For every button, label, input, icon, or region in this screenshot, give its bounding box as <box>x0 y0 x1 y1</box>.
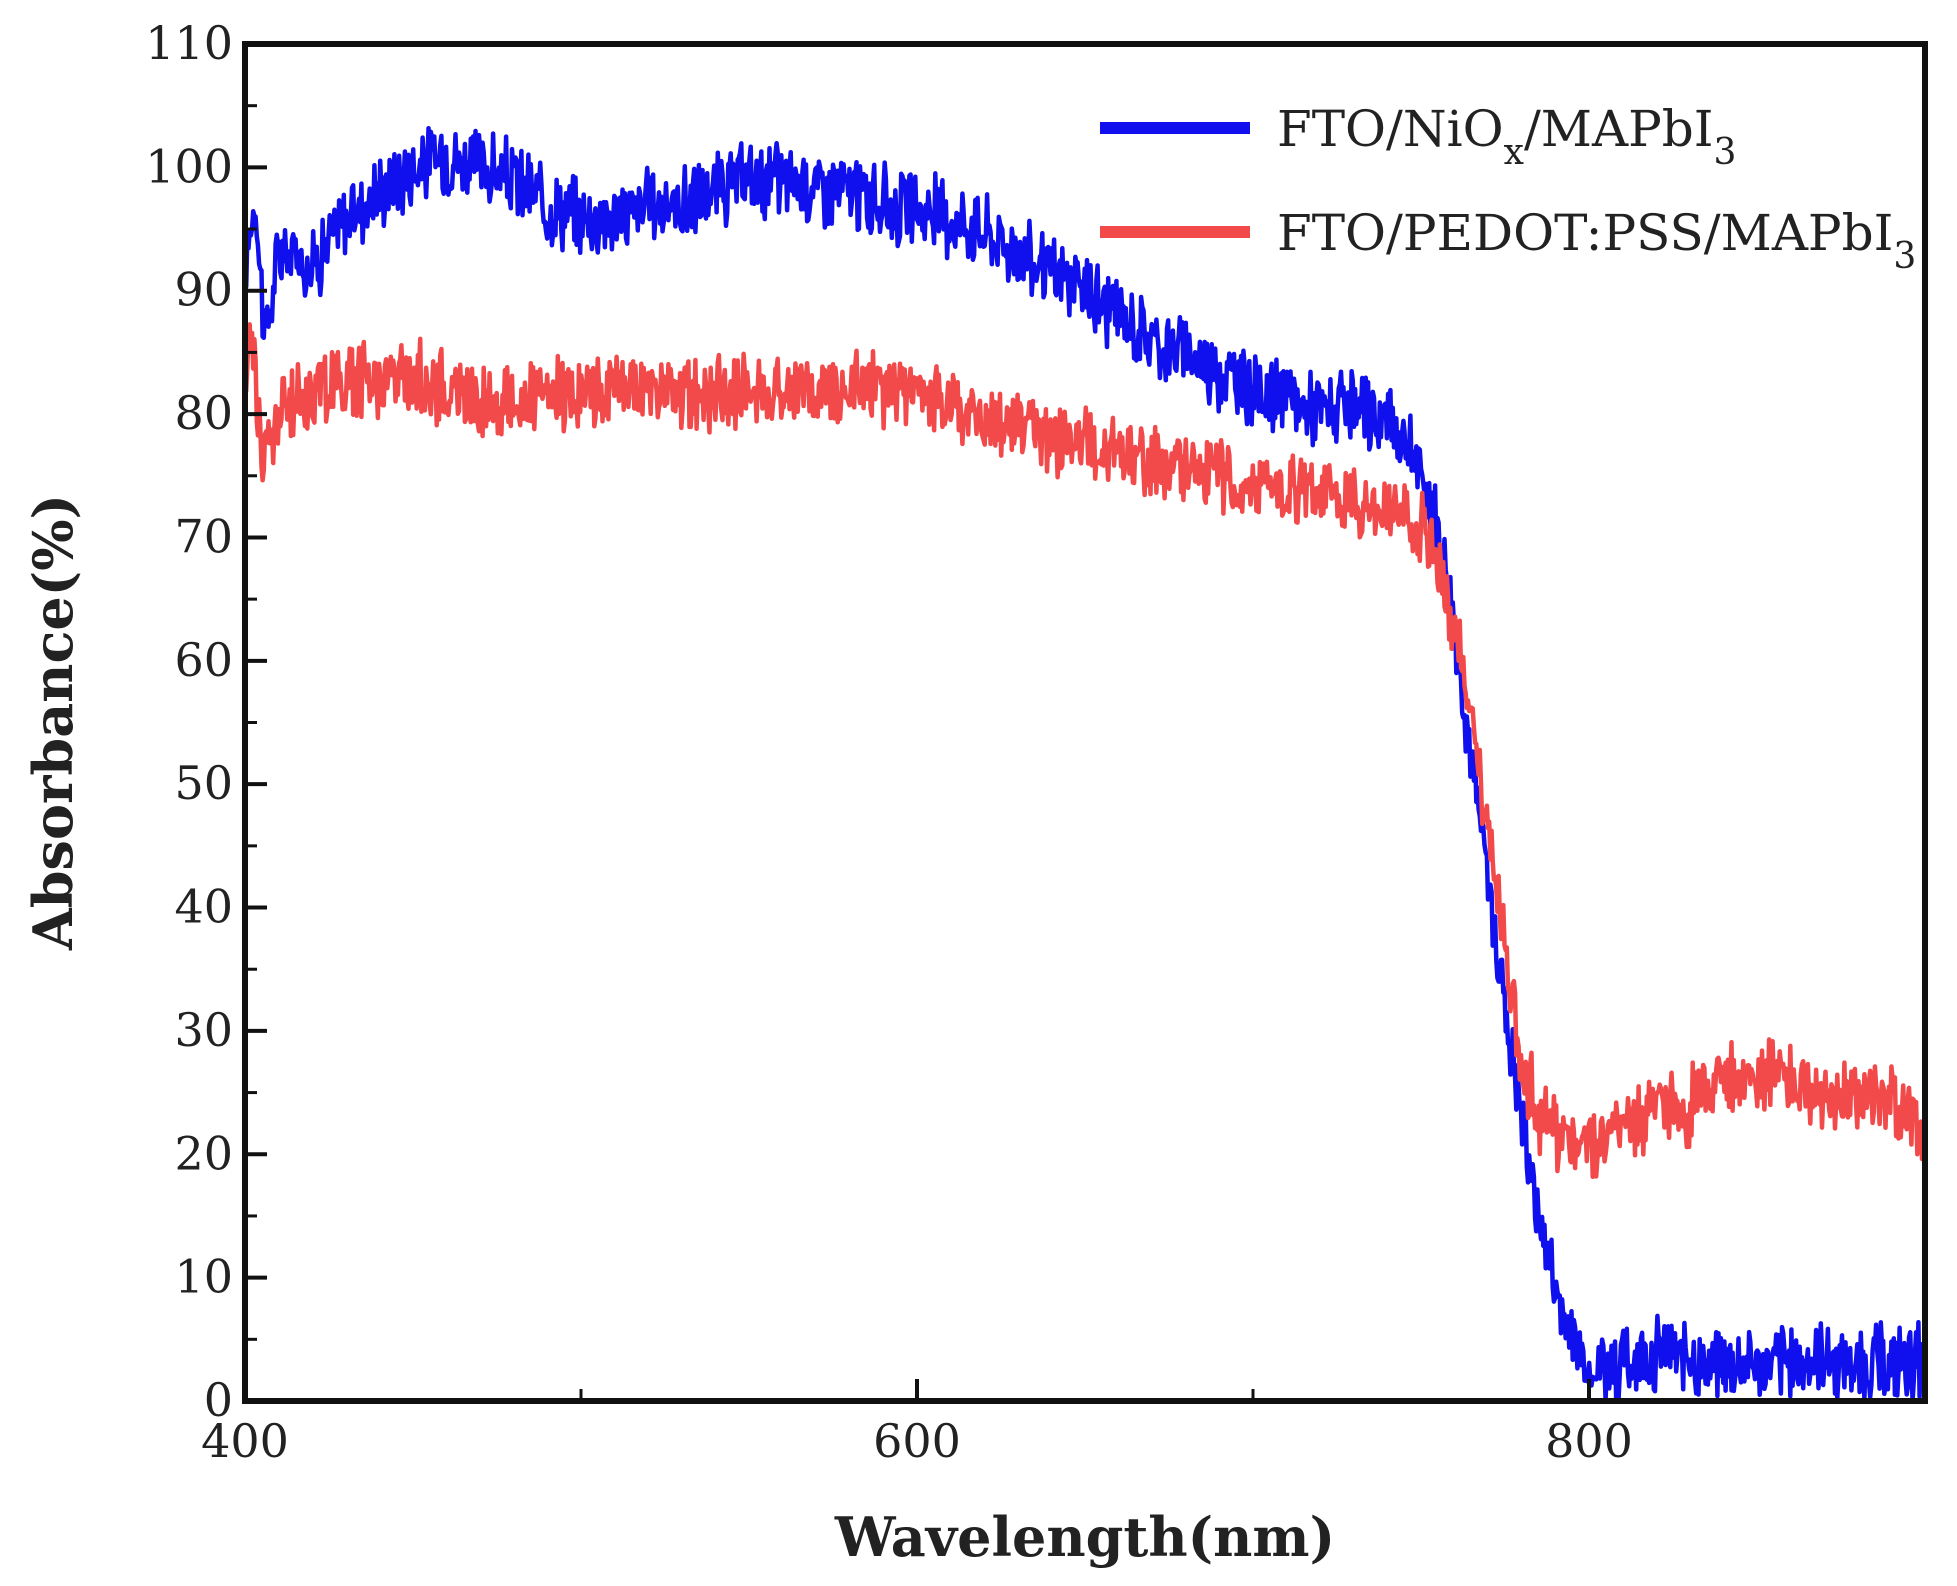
y-axis-title: Absorbance(%) <box>21 494 85 951</box>
y-tick-label: 90 <box>174 263 233 317</box>
y-tick-label: 30 <box>174 1003 233 1057</box>
y-tick-label: 0 <box>204 1373 233 1427</box>
x-axis-title: Wavelength(nm) <box>834 1505 1335 1569</box>
y-tick-label: 60 <box>174 633 233 687</box>
series-layer <box>242 126 1927 1404</box>
x-tick-label: 800 <box>1545 1414 1633 1468</box>
x-tick-label: 600 <box>873 1414 961 1468</box>
y-tick-label: 40 <box>174 880 233 934</box>
series-line-1 <box>242 322 1927 1180</box>
series-line-0 <box>242 126 1927 1404</box>
ticks-layer: 0 10 20 30 40 50 60 70 80 90 100 110 400 600 800 <box>145 16 1633 1468</box>
plot-frame <box>242 41 1928 1404</box>
y-tick-label: 50 <box>174 756 233 810</box>
y-tick-label: 100 <box>145 139 233 193</box>
y-tick-label: 110 <box>145 16 233 70</box>
x-tick-label: 400 <box>201 1414 289 1468</box>
y-tick-label: 80 <box>174 386 233 440</box>
y-tick-label: 20 <box>174 1126 233 1180</box>
legend-label-series-0: FTO/NiOx/MAPbI3 <box>1277 100 1736 173</box>
y-tick-label: 70 <box>174 509 233 563</box>
y-tick-label: 10 <box>174 1250 233 1304</box>
legend: FTO/NiOx/MAPbI3 FTO/PEDOT:PSS/MAPbI3 <box>1100 100 1916 277</box>
legend-label-series-1: FTO/PEDOT:PSS/MAPbI3 <box>1277 204 1916 277</box>
